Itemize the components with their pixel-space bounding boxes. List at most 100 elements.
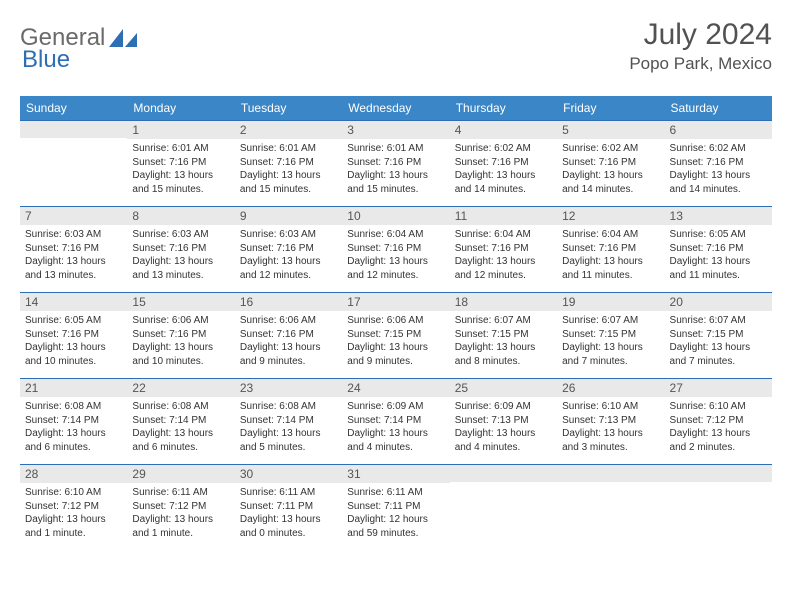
day-number: 24 xyxy=(342,378,449,397)
calendar-day-cell: 5Sunrise: 6:02 AMSunset: 7:16 PMDaylight… xyxy=(557,120,664,206)
day-details: Sunrise: 6:05 AMSunset: 7:16 PMDaylight:… xyxy=(665,225,772,286)
daylight-line: Daylight: 13 hours and 14 minutes. xyxy=(562,170,643,195)
day-details: Sunrise: 6:06 AMSunset: 7:15 PMDaylight:… xyxy=(342,311,449,372)
calendar-week-row: 7 Sunrise: 6:03 AM Sunset: 7:16 PM Daylight… xyxy=(20,206,772,292)
day-details: Sunrise: 6:08 AMSunset: 7:14 PMDaylight:… xyxy=(127,397,234,458)
daylight-line: Daylight: 13 hours and 10 minutes. xyxy=(25,342,106,367)
title-block: July 2024 Popo Park, Mexico xyxy=(629,18,772,74)
daylight-line: Daylight: 13 hours and 9 minutes. xyxy=(347,342,428,367)
calendar-day-cell: 25Sunrise: 6:09 AMSunset: 7:13 PMDayligh… xyxy=(450,378,557,464)
weekday-header: Tuesday xyxy=(235,96,342,120)
calendar-day-cell: 23Sunrise: 6:08 AMSunset: 7:14 PMDayligh… xyxy=(235,378,342,464)
day-details: Sunrise: 6:07 AMSunset: 7:15 PMDaylight:… xyxy=(665,311,772,372)
calendar-week-row: 28Sunrise: 6:10 AMSunset: 7:12 PMDayligh… xyxy=(20,464,772,550)
sunset-line: Sunset: 7:12 PM xyxy=(132,501,206,512)
day-number: 5 xyxy=(557,120,664,139)
calendar-day-cell: 18Sunrise: 6:07 AMSunset: 7:15 PMDayligh… xyxy=(450,292,557,378)
sunrise-line: Sunrise: 6:11 AM xyxy=(132,487,207,498)
logo-text-blue: Blue xyxy=(22,46,70,74)
empty-day-header xyxy=(20,120,127,138)
calendar-day-cell: 7Sunrise: 6:03 AMSunset: 7:16 PMDaylight… xyxy=(20,206,127,292)
calendar-table: SundayMondayTuesdayWednesdayThursdayFrid… xyxy=(20,96,772,550)
daylight-line: Daylight: 13 hours and 15 minutes. xyxy=(240,170,321,195)
day-details: Sunrise: 6:07 AMSunset: 7:15 PMDaylight:… xyxy=(557,311,664,372)
sunrise-line: Sunrise: 6:05 AM xyxy=(670,229,746,240)
calendar-day-cell: 24Sunrise: 6:09 AMSunset: 7:14 PMDayligh… xyxy=(342,378,449,464)
calendar-day-cell: 27Sunrise: 6:10 AMSunset: 7:12 PMDayligh… xyxy=(665,378,772,464)
sunset-line: Sunset: 7:16 PM xyxy=(455,243,529,254)
calendar-day-cell: 11Sunrise: 6:04 AMSunset: 7:16 PMDayligh… xyxy=(450,206,557,292)
sunrise-line: Sunrise: 6:03 AM xyxy=(132,229,208,240)
calendar-day-cell: 14Sunrise: 6:05 AMSunset: 7:16 PMDayligh… xyxy=(20,292,127,378)
sunrise-line: Sunrise: 6:01 AM xyxy=(132,143,208,154)
daylight-line: Daylight: 13 hours and 5 minutes. xyxy=(240,428,321,453)
day-details: Sunrise: 6:04 AMSunset: 7:16 PMDaylight:… xyxy=(557,225,664,286)
daylight-line: Daylight: 13 hours and 12 minutes. xyxy=(455,256,536,281)
sunrise-line: Sunrise: 6:10 AM xyxy=(670,401,746,412)
calendar-day-cell xyxy=(557,464,664,550)
calendar-week-row: 14Sunrise: 6:05 AMSunset: 7:16 PMDayligh… xyxy=(20,292,772,378)
calendar-day-cell: 10Sunrise: 6:04 AMSunset: 7:16 PMDayligh… xyxy=(342,206,449,292)
calendar-day-cell: 8Sunrise: 6:03 AMSunset: 7:16 PMDaylight… xyxy=(127,206,234,292)
daylight-line: Daylight: 13 hours and 4 minutes. xyxy=(455,428,536,453)
weekday-header: Friday xyxy=(557,96,664,120)
sunrise-line: Sunrise: 6:03 AM xyxy=(25,229,101,240)
sunrise-line: Sunrise: 6:06 AM xyxy=(347,315,423,326)
calendar-day-cell: 12Sunrise: 6:04 AMSunset: 7:16 PMDayligh… xyxy=(557,206,664,292)
calendar-day-cell: 19Sunrise: 6:07 AMSunset: 7:15 PMDayligh… xyxy=(557,292,664,378)
sunset-line: Sunset: 7:16 PM xyxy=(25,329,99,340)
daylight-line: Daylight: 13 hours and 1 minute. xyxy=(25,514,106,539)
day-number: 8 xyxy=(127,206,234,225)
daylight-line: Daylight: 13 hours and 10 minutes. xyxy=(132,342,213,367)
daylight-line: Daylight: 13 hours and 14 minutes. xyxy=(670,170,751,195)
sunset-line: Sunset: 7:14 PM xyxy=(240,415,314,426)
day-details: Sunrise: 6:04 AMSunset: 7:16 PMDaylight:… xyxy=(450,225,557,286)
day-number: 27 xyxy=(665,378,772,397)
calendar-day-cell: 30Sunrise: 6:11 AMSunset: 7:11 PMDayligh… xyxy=(235,464,342,550)
day-details: Sunrise: 6:09 AMSunset: 7:13 PMDaylight:… xyxy=(450,397,557,458)
sunrise-line: Sunrise: 6:10 AM xyxy=(25,487,101,498)
sunrise-line: Sunrise: 6:04 AM xyxy=(562,229,638,240)
month-title: July 2024 xyxy=(629,18,772,52)
calendar-body: 1Sunrise: 6:01 AMSunset: 7:16 PMDaylight… xyxy=(20,120,772,550)
calendar-day-cell xyxy=(450,464,557,550)
sunset-line: Sunset: 7:16 PM xyxy=(347,243,421,254)
sunrise-line: Sunrise: 6:08 AM xyxy=(25,401,101,412)
sunrise-line: Sunrise: 6:07 AM xyxy=(670,315,746,326)
day-details: Sunrise: 6:11 AMSunset: 7:11 PMDaylight:… xyxy=(342,483,449,544)
day-number: 31 xyxy=(342,464,449,483)
day-details: Sunrise: 6:02 AMSunset: 7:16 PMDaylight:… xyxy=(665,139,772,200)
day-number: 14 xyxy=(20,292,127,311)
sunset-line: Sunset: 7:16 PM xyxy=(562,243,636,254)
day-details: Sunrise: 6:06 AMSunset: 7:16 PMDaylight:… xyxy=(127,311,234,372)
sunrise-line: Sunrise: 6:09 AM xyxy=(455,401,531,412)
sunrise-line: Sunrise: 6:02 AM xyxy=(670,143,746,154)
sunrise-line: Sunrise: 6:01 AM xyxy=(240,143,316,154)
day-details: Sunrise: 6:08 AMSunset: 7:14 PMDaylight:… xyxy=(20,397,127,458)
day-details: Sunrise: 6:01 AMSunset: 7:16 PMDaylight:… xyxy=(235,139,342,200)
logo-sail-icon xyxy=(109,29,137,47)
daylight-line: Daylight: 13 hours and 13 minutes. xyxy=(132,256,213,281)
weekday-header: Monday xyxy=(127,96,234,120)
calendar-day-cell: 6Sunrise: 6:02 AMSunset: 7:16 PMDaylight… xyxy=(665,120,772,206)
calendar-day-cell: 1Sunrise: 6:01 AMSunset: 7:16 PMDaylight… xyxy=(127,120,234,206)
day-number: 7 xyxy=(20,206,127,225)
sunset-line: Sunset: 7:16 PM xyxy=(25,243,99,254)
day-details: Sunrise: 6:06 AMSunset: 7:16 PMDaylight:… xyxy=(235,311,342,372)
sunset-line: Sunset: 7:15 PM xyxy=(670,329,744,340)
sunset-line: Sunset: 7:16 PM xyxy=(455,157,529,168)
sunrise-line: Sunrise: 6:07 AM xyxy=(455,315,531,326)
daylight-line: Daylight: 13 hours and 9 minutes. xyxy=(240,342,321,367)
calendar-week-row: 21Sunrise: 6:08 AMSunset: 7:14 PMDayligh… xyxy=(20,378,772,464)
empty-day-header xyxy=(557,464,664,482)
day-details: Sunrise: 6:11 AMSunset: 7:11 PMDaylight:… xyxy=(235,483,342,544)
daylight-line: Daylight: 13 hours and 4 minutes. xyxy=(347,428,428,453)
calendar-day-cell: 20Sunrise: 6:07 AMSunset: 7:15 PMDayligh… xyxy=(665,292,772,378)
sunset-line: Sunset: 7:15 PM xyxy=(455,329,529,340)
day-number: 11 xyxy=(450,206,557,225)
sunrise-line: Sunrise: 6:06 AM xyxy=(132,315,208,326)
daylight-line: Daylight: 13 hours and 6 minutes. xyxy=(25,428,106,453)
day-number: 18 xyxy=(450,292,557,311)
sunrise-line: Sunrise: 6:08 AM xyxy=(240,401,316,412)
daylight-line: Daylight: 13 hours and 7 minutes. xyxy=(562,342,643,367)
